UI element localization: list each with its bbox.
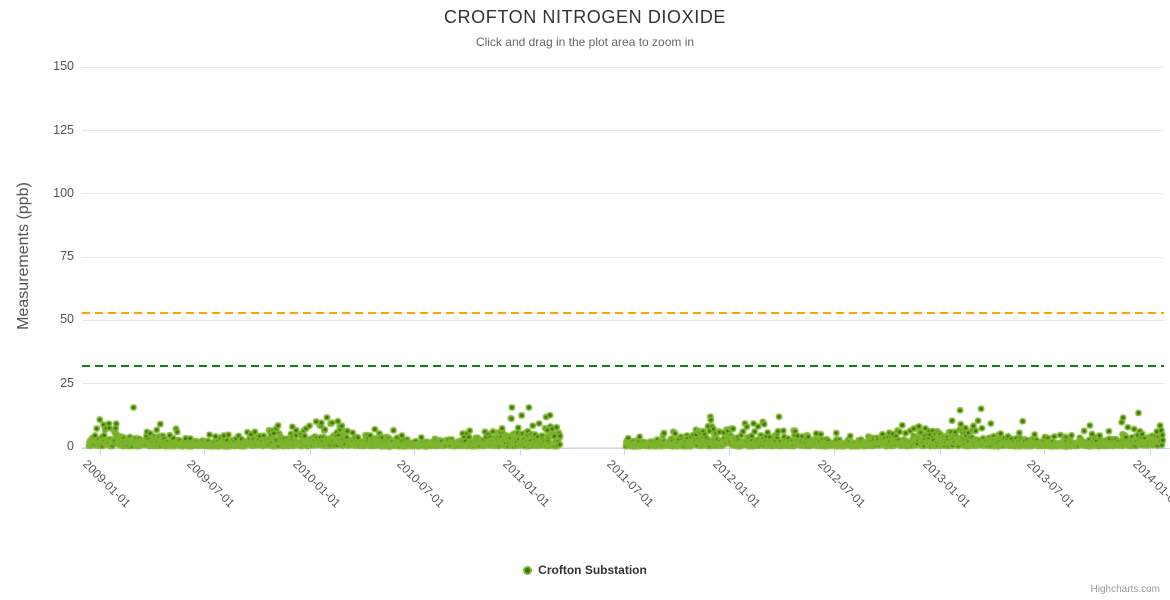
x-axis-tick [729, 449, 730, 455]
x-axis-tick-label: 2013-01-01 [920, 457, 974, 511]
x-axis-tick-label: 2010-01-01 [290, 457, 344, 511]
x-axis-tick [100, 449, 101, 455]
y-axis-tick-label: 50 [60, 312, 74, 327]
x-axis-tick-label: 2009-07-01 [184, 457, 238, 511]
x-axis-tick [1150, 449, 1151, 455]
x-axis-tick [310, 449, 311, 455]
y-axis-tick-label: 125 [53, 122, 74, 137]
x-axis-tick [520, 449, 521, 455]
y-axis-tick-label: 0 [67, 439, 74, 453]
highcharts-credits-link[interactable]: Highcharts.com [1090, 584, 1160, 595]
series-marker-core-icon [525, 567, 531, 573]
x-axis-tick [624, 449, 625, 455]
x-axis-tick [414, 449, 415, 455]
x-axis-tick-label: 2012-01-01 [710, 457, 764, 511]
x-axis-tick [940, 449, 941, 455]
x-axis-tick-label: 2010-07-01 [394, 457, 448, 511]
y-axis-tick-label: 25 [60, 375, 74, 390]
legend-item-crofton-substation[interactable]: Crofton Substation [0, 563, 1170, 577]
y-axis-tick-label: 150 [53, 59, 74, 74]
x-axis-tick [1044, 449, 1045, 455]
x-axis-tick-label: 2013-07-01 [1024, 457, 1078, 511]
plot-area-scatter-canvas[interactable] [82, 60, 1170, 456]
x-axis-tick [204, 449, 205, 455]
series-marker-icon [523, 565, 533, 575]
x-axis-tick-label: 2014-01-01 [1130, 457, 1170, 511]
y-axis-tick-label: 75 [60, 249, 74, 264]
x-axis-tick [834, 449, 835, 455]
legend-series-label: Crofton Substation [538, 563, 647, 577]
y-axis-tick-label: 100 [53, 185, 74, 200]
x-axis-tick-label: 2009-01-01 [80, 457, 134, 511]
x-axis-tick-label: 2011-07-01 [604, 457, 657, 510]
x-axis-tick-label: 2011-01-01 [500, 457, 553, 510]
x-axis-tick-label: 2012-07-01 [814, 457, 868, 511]
chart-title: CROFTON NITROGEN DIOXIDE [443, 7, 727, 27]
chart-subtitle: Click and drag in the plot area to zoom … [475, 35, 695, 49]
